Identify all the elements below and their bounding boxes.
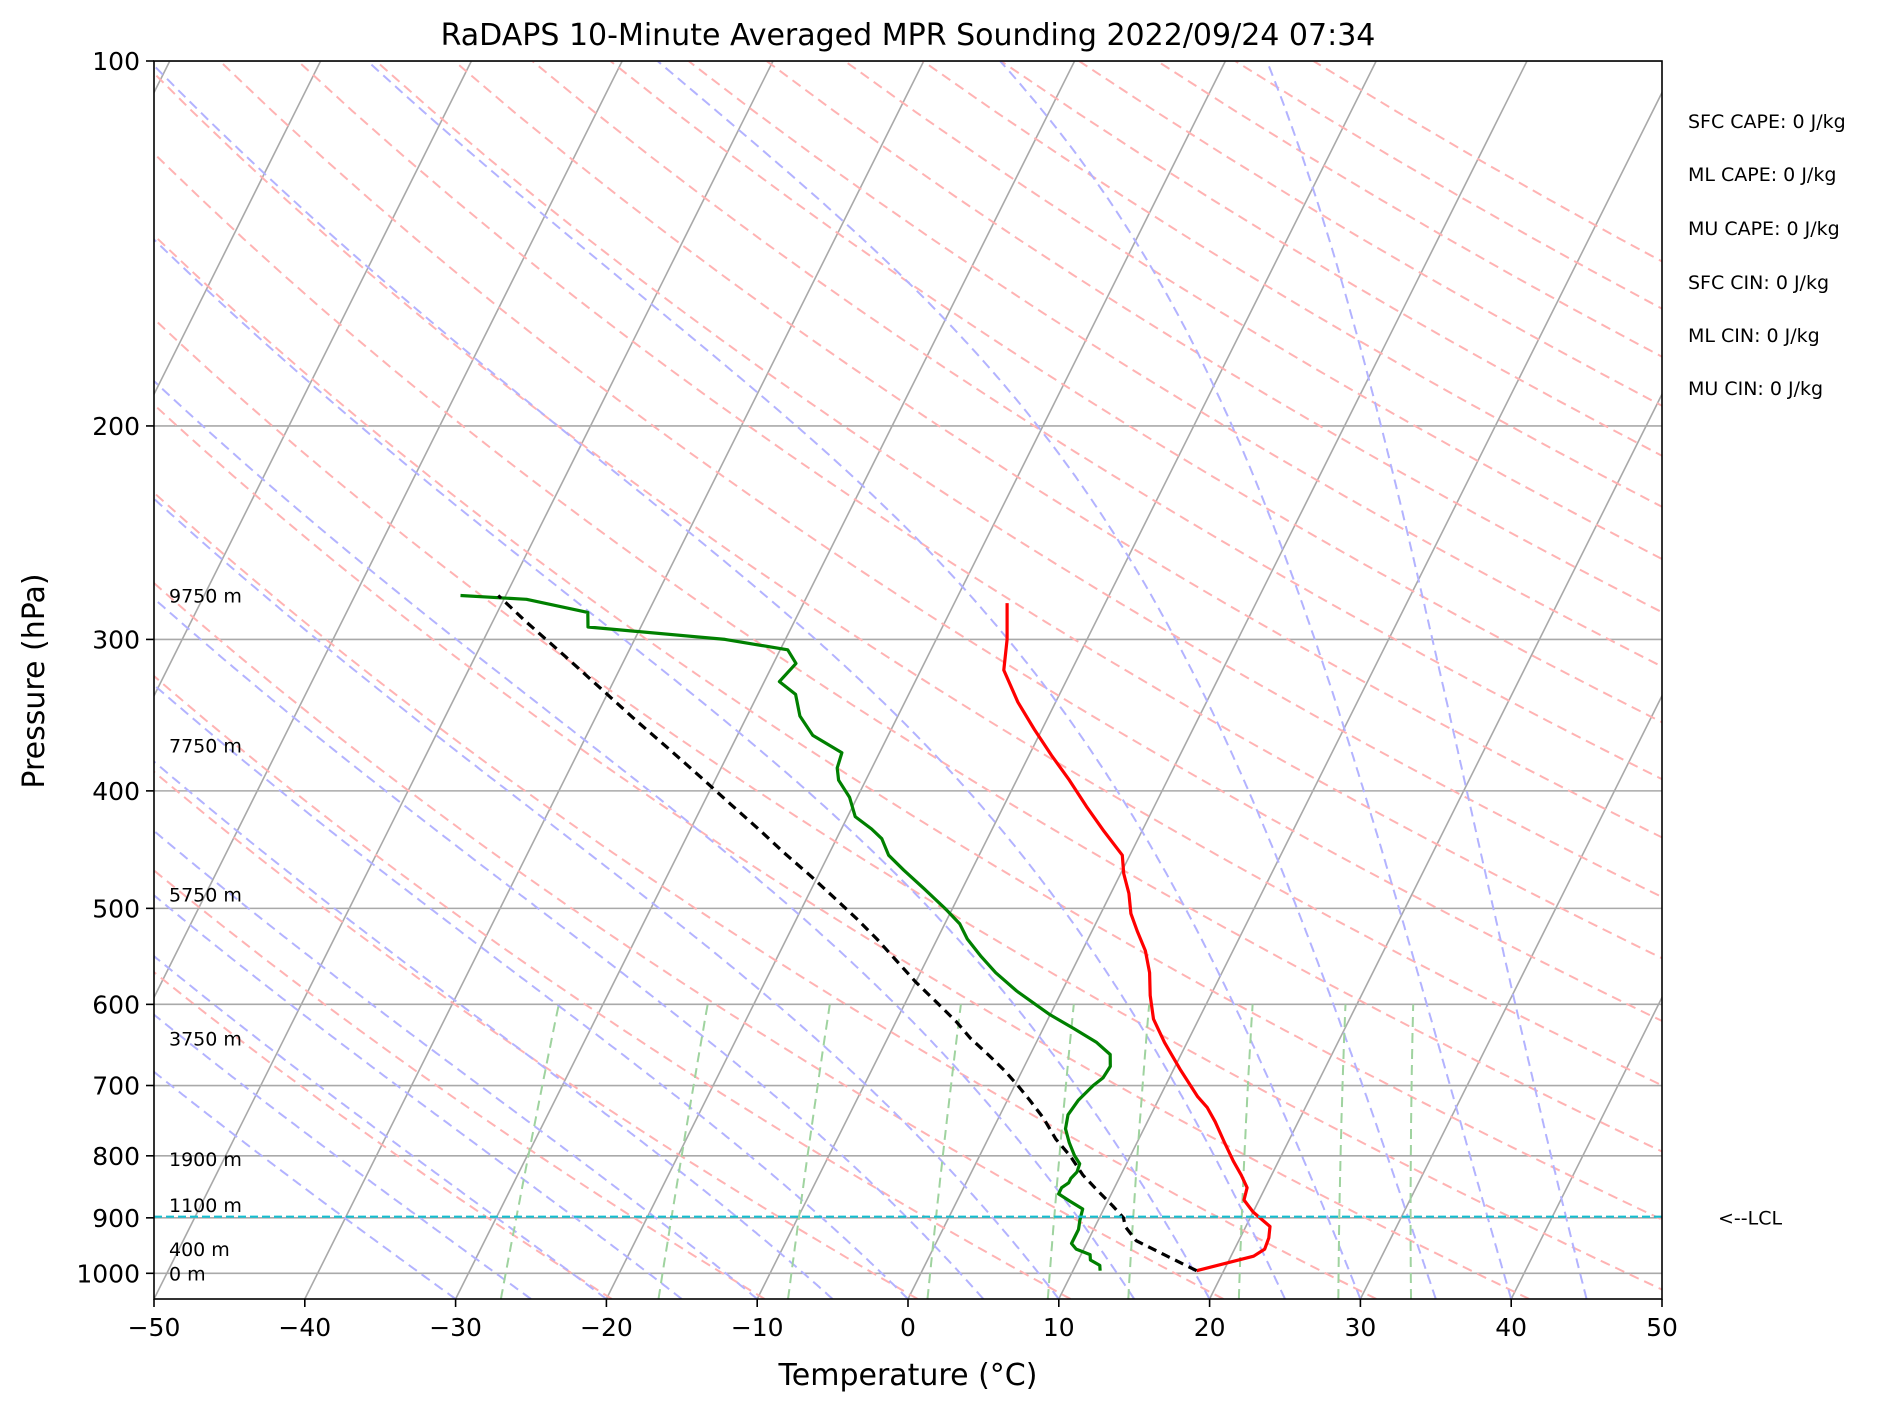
dewpoint-line xyxy=(460,593,1112,1271)
x-tick-label: 0 xyxy=(900,1313,916,1342)
dry-adiabat-line xyxy=(154,403,1530,1299)
moist-adiabat-line xyxy=(154,760,834,1299)
y-tick-label: 800 xyxy=(92,1142,140,1171)
moist-adiabat-line xyxy=(154,683,909,1299)
dry-adiabat-line xyxy=(154,151,1662,1153)
height-label: 1100 m xyxy=(169,1195,242,1217)
y-tick-label: 100 xyxy=(92,47,140,76)
height-label: 1900 m xyxy=(169,1149,242,1171)
x-tick-label: −10 xyxy=(731,1313,784,1342)
dry-adiabat-line xyxy=(154,71,1662,1087)
moist-adiabat-line xyxy=(154,64,1286,1299)
dry-adiabat-line xyxy=(154,770,919,1299)
x-tick-label: −40 xyxy=(278,1313,331,1342)
parcel-path-line xyxy=(497,594,1198,1273)
temperature-line xyxy=(1002,603,1272,1273)
dry-adiabat-line xyxy=(453,61,1662,839)
mixing-ratio-line xyxy=(1127,1004,1151,1299)
isotherm-line xyxy=(1058,90,1662,1299)
isotherm-line xyxy=(1661,1297,1662,1299)
x-axis-label: Temperature (°C) xyxy=(778,1358,1038,1393)
height-label: 0 m xyxy=(169,1263,206,1285)
isotherm-line xyxy=(605,61,1227,1299)
stat-ml-cape: ML CAPE: 0 J/kg xyxy=(1688,164,1837,186)
height-label: 400 m xyxy=(169,1239,230,1261)
isotherm-line xyxy=(154,61,623,1000)
x-tick-label: 40 xyxy=(1495,1313,1527,1342)
moist-adiabat-line xyxy=(154,1070,457,1299)
moist-adiabat-line xyxy=(999,61,1513,1299)
isotherm-line xyxy=(756,61,1377,1299)
y-tick-label: 400 xyxy=(92,777,140,806)
mixing-ratio-line xyxy=(657,1004,709,1299)
x-tick-label: −20 xyxy=(580,1313,633,1342)
moist-adiabat-line xyxy=(154,597,985,1299)
series-layer xyxy=(460,593,1272,1273)
dry-adiabat-line xyxy=(609,61,1662,724)
y-tick-label: 500 xyxy=(92,894,140,923)
mixing-ratio-line xyxy=(1409,1004,1415,1299)
grid-layer xyxy=(154,61,1662,1299)
x-tick-label: 10 xyxy=(1043,1313,1075,1342)
x-tick-label: 20 xyxy=(1194,1313,1226,1342)
dry-adiabat-line xyxy=(375,61,1662,899)
moist-adiabat-line xyxy=(1265,61,1588,1299)
isotherm-line xyxy=(154,61,774,1299)
plot-background xyxy=(154,61,1662,1299)
y-tick-label: 300 xyxy=(92,625,140,654)
dry-adiabat-line xyxy=(154,581,1224,1299)
y-tick-label: 1000 xyxy=(76,1259,140,1288)
dry-adiabat-line xyxy=(531,61,1662,781)
isotherm-line xyxy=(907,61,1528,1299)
x-tick-label: −30 xyxy=(429,1313,482,1342)
mixing-ratio-line xyxy=(1046,1004,1075,1299)
mixing-ratio-line xyxy=(499,1004,560,1299)
isotherm-line xyxy=(454,61,1076,1299)
isotherm-line xyxy=(1510,995,1662,1299)
stat-sfc-cape: SFC CAPE: 0 J/kg xyxy=(1688,111,1846,133)
y-tick-label: 900 xyxy=(92,1204,140,1233)
y-tick-label: 600 xyxy=(92,990,140,1019)
x-tick-label: 30 xyxy=(1344,1313,1376,1342)
isotherm-line xyxy=(1359,694,1662,1299)
moist-adiabat-line xyxy=(154,379,1136,1299)
x-tick-label: −50 xyxy=(128,1313,181,1342)
dry-adiabat-line xyxy=(154,970,613,1299)
stat-sfc-cin: SFC CIN: 0 J/kg xyxy=(1688,272,1830,294)
chart-title: RaDAPS 10-Minute Averaged MPR Sounding 2… xyxy=(441,18,1376,53)
mixing-ratio-line xyxy=(926,1004,962,1299)
y-tick-label: 200 xyxy=(92,412,140,441)
moist-adiabat-line xyxy=(154,238,1211,1299)
height-label: 9750 m xyxy=(169,586,242,608)
moist-adiabat-line xyxy=(366,61,1362,1299)
mixing-ratio-line xyxy=(787,1004,831,1299)
dry-adiabat-line xyxy=(297,61,1662,960)
lcl-label: <--LCL xyxy=(1718,1208,1782,1230)
height-label: 3750 m xyxy=(169,1028,242,1050)
y-tick-label: 700 xyxy=(92,1072,140,1101)
stat-ml-cin: ML CIN: 0 J/kg xyxy=(1688,325,1820,347)
stat-mu-cape: MU CAPE: 0 J/kg xyxy=(1688,218,1840,240)
lcl-layer: <--LCL xyxy=(154,1208,1782,1230)
height-label: 5750 m xyxy=(169,884,242,906)
isotherm-line xyxy=(1208,392,1662,1299)
dry-adiabat-line xyxy=(154,869,766,1299)
dry-adiabat-line xyxy=(154,233,1662,1221)
x-tick-label: 50 xyxy=(1646,1313,1678,1342)
dry-adiabat-line xyxy=(154,317,1662,1291)
y-axis-label: Pressure (hPa) xyxy=(17,573,52,788)
dry-adiabat-line xyxy=(154,491,1377,1299)
moist-adiabat-line xyxy=(154,1013,532,1299)
mixing-ratio-line xyxy=(1337,1004,1347,1299)
stat-mu-cin: MU CIN: 0 J/kg xyxy=(1688,378,1824,400)
moist-adiabat-line xyxy=(154,954,608,1299)
isotherm-line xyxy=(154,61,322,396)
moist-adiabat-line xyxy=(656,61,1437,1299)
height-label: 7750 m xyxy=(169,736,242,758)
